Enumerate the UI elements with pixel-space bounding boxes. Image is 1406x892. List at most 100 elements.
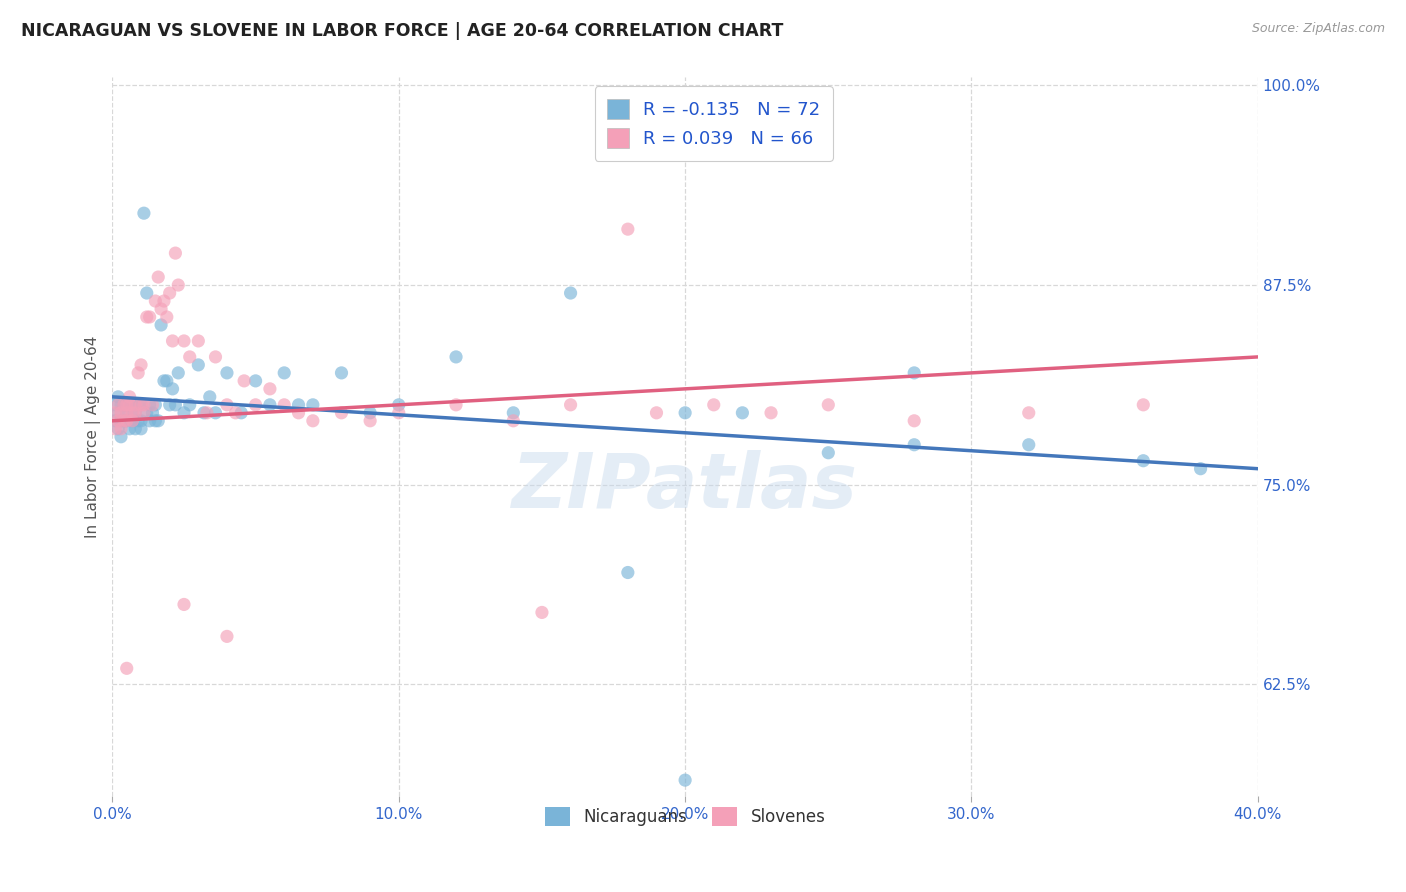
Point (138, 398, 160, 412)
Point (104, 422, 127, 436)
Point (141, 398, 163, 412)
Point (330, 406, 353, 420)
Point (104, 398, 127, 412)
Point (179, 398, 201, 412)
Point (127, 366, 149, 380)
Point (359, 406, 381, 420)
Point (107, 414, 129, 428)
Point (287, 406, 309, 420)
Point (673, 773, 696, 788)
Point (115, 398, 138, 412)
Point (817, 446, 839, 460)
Point (132, 406, 155, 420)
Point (204, 350, 226, 364)
Point (560, 398, 582, 412)
Point (162, 334, 184, 348)
Point (903, 414, 925, 428)
Point (145, 414, 167, 428)
Point (104, 414, 127, 428)
Point (159, 398, 181, 412)
Point (259, 382, 281, 396)
Point (231, 406, 253, 420)
Point (703, 398, 725, 412)
Point (731, 406, 754, 420)
Point (127, 414, 149, 428)
Point (645, 406, 668, 420)
Point (165, 246, 187, 260)
Point (617, 566, 640, 580)
Point (129, 398, 152, 412)
Point (121, 414, 143, 428)
Point (124, 422, 146, 436)
Point (259, 398, 281, 412)
Point (167, 366, 190, 380)
Point (198, 390, 221, 404)
Point (759, 406, 782, 420)
Point (530, 606, 553, 620)
Point (302, 414, 325, 428)
Point (148, 414, 170, 428)
Point (118, 422, 141, 436)
Point (1189, 461, 1212, 475)
Point (132, 206, 155, 220)
Text: ZIPatlas: ZIPatlas (512, 450, 858, 524)
Point (388, 406, 411, 420)
Point (115, 398, 138, 412)
Point (135, 310, 157, 324)
Point (118, 390, 141, 404)
Point (135, 406, 157, 420)
Point (215, 366, 238, 380)
Point (124, 398, 146, 412)
Point (127, 398, 149, 412)
Point (132, 398, 155, 412)
Point (115, 406, 138, 420)
Point (560, 286, 582, 301)
Point (287, 398, 309, 412)
Point (195, 406, 218, 420)
Point (148, 270, 170, 285)
Point (173, 406, 195, 420)
Point (1018, 438, 1040, 452)
Point (150, 301, 173, 316)
Point (167, 278, 190, 293)
Point (124, 406, 146, 420)
Point (173, 598, 195, 612)
Point (162, 382, 184, 396)
Y-axis label: In Labor Force | Age 20-64: In Labor Force | Age 20-64 (86, 335, 101, 538)
Point (1018, 406, 1040, 420)
Point (388, 398, 411, 412)
Point (138, 310, 160, 324)
Point (903, 366, 925, 380)
Text: Source: ZipAtlas.com: Source: ZipAtlas.com (1251, 22, 1385, 36)
Point (502, 414, 524, 428)
Point (245, 374, 267, 388)
Point (107, 398, 129, 412)
Point (150, 318, 173, 332)
Point (302, 398, 325, 412)
Point (107, 406, 129, 420)
Point (145, 293, 167, 308)
Point (112, 414, 135, 428)
Point (1132, 454, 1154, 468)
Point (112, 398, 135, 412)
Text: NICARAGUAN VS SLOVENE IN LABOR FORCE | AGE 20-64 CORRELATION CHART: NICARAGUAN VS SLOVENE IN LABOR FORCE | A… (21, 22, 783, 40)
Point (1132, 398, 1154, 412)
Point (156, 374, 179, 388)
Point (110, 406, 132, 420)
Point (115, 406, 138, 420)
Point (112, 414, 135, 428)
Point (233, 374, 256, 388)
Point (273, 366, 295, 380)
Point (903, 438, 925, 452)
Point (110, 422, 132, 436)
Point (135, 286, 157, 301)
Point (112, 398, 135, 412)
Point (129, 358, 152, 372)
Point (115, 414, 138, 428)
Point (141, 406, 163, 420)
Point (502, 406, 524, 420)
Point (444, 398, 467, 412)
Point (173, 334, 195, 348)
Point (225, 406, 247, 420)
Point (245, 398, 267, 412)
